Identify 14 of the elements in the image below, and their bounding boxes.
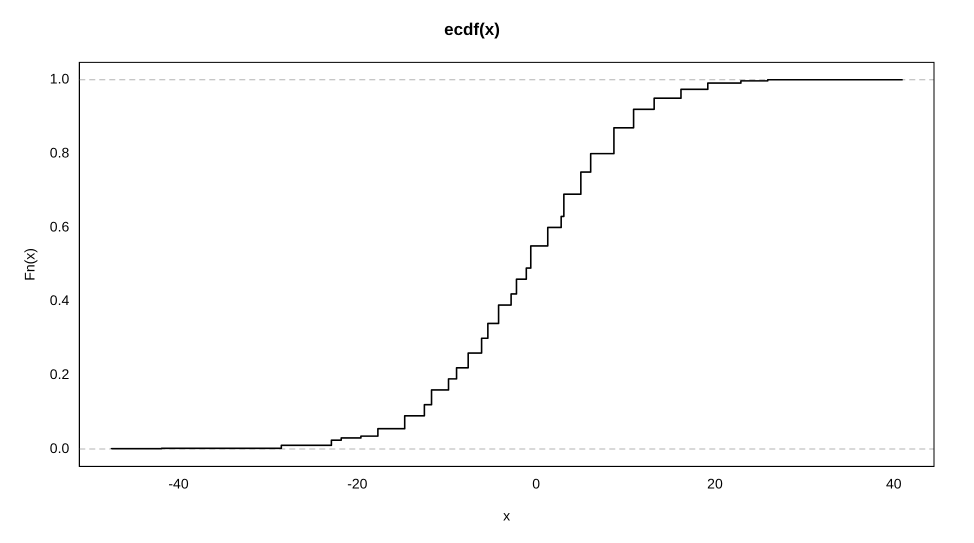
x-tick-label: 20 (707, 476, 723, 492)
y-tick-label: 0.2 (50, 366, 70, 382)
x-tick-label: 0 (532, 476, 540, 492)
x-tick-label: 40 (886, 476, 902, 492)
y-tick-label: 0.6 (50, 218, 70, 234)
y-tick-label: 0.0 (50, 440, 70, 456)
x-axis-title: x (503, 507, 510, 524)
y-axis-title: Fn(x) (21, 248, 38, 281)
x-tick-label: -20 (347, 476, 368, 492)
y-tick-label: 1.0 (50, 70, 70, 87)
x-tick-label: -40 (168, 476, 189, 492)
y-tick-label: 0.4 (50, 292, 70, 308)
y-tick-label: 0.8 (50, 144, 70, 160)
chart-title: ecdf(x) (444, 20, 500, 39)
